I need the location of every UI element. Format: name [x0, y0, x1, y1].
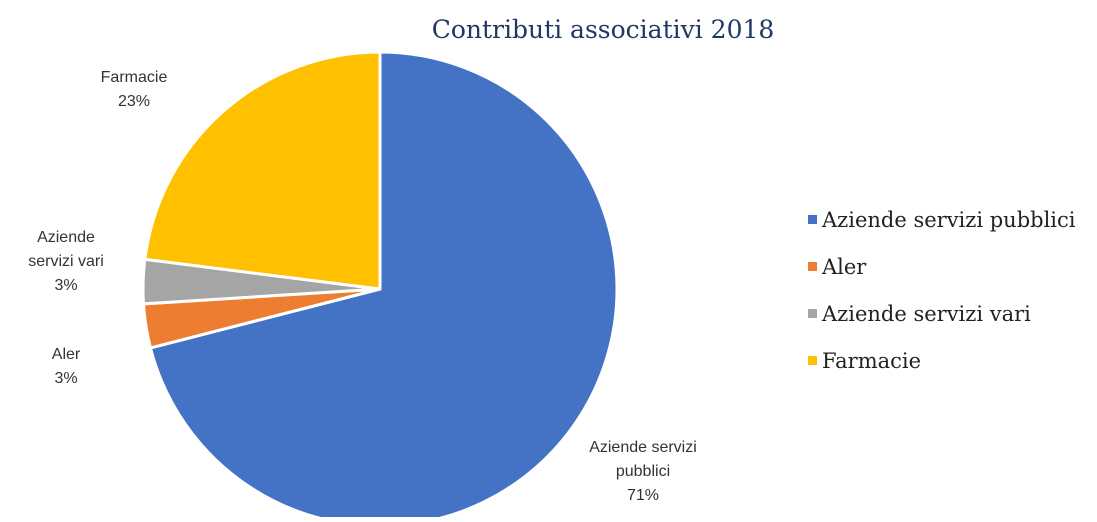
data-label-line: 3% — [54, 277, 77, 294]
data-label-line: Aziende — [37, 229, 95, 246]
legend-label: Aziende servizi pubblici — [821, 208, 1076, 232]
legend-label: Farmacie — [822, 349, 921, 373]
data-label-line: Aziende servizi — [589, 439, 697, 456]
chart-title: Contributi associativi 2018 — [432, 15, 775, 44]
pie-slice-aziende-servizi-pubblici — [148, 50, 619, 522]
data-label-farmacie: Farmacie 23% — [101, 69, 168, 110]
pie-slices — [141, 50, 619, 522]
data-label-line: 3% — [54, 370, 77, 387]
data-label-line: Farmacie — [101, 69, 168, 86]
pie-slice-farmacie — [143, 50, 382, 291]
data-label-aler: Aler 3% — [52, 346, 81, 387]
legend: Aziende servizi pubblici Aler Aziende serv… — [808, 208, 1076, 373]
legend-entry-aziende-servizi-pubblici: Aziende servizi pubblici — [808, 208, 1076, 232]
data-labels: Aziende servizi pubblici 71% Aler 3% Aziende s… — [28, 69, 697, 504]
data-label-line: 71% — [627, 487, 659, 504]
data-label-aziende-servizi-vari: Aziende servizi vari 3% — [28, 229, 104, 294]
legend-entry-aler: Aler — [808, 255, 867, 279]
data-label-line: pubblici — [616, 463, 670, 480]
data-label-line: 23% — [118, 93, 150, 110]
data-label-aziende-servizi-pubblici: Aziende servizi pubblici 71% — [589, 439, 697, 504]
legend-swatch — [808, 309, 817, 318]
data-label-line: Aler — [52, 346, 81, 363]
legend-swatch — [808, 215, 817, 224]
data-label-line: servizi vari — [28, 253, 104, 270]
legend-swatch — [808, 262, 817, 271]
legend-swatch — [808, 356, 817, 365]
legend-label: Aler — [821, 255, 867, 279]
legend-entry-farmacie: Farmacie — [808, 349, 921, 373]
legend-entry-aziende-servizi-vari: Aziende servizi vari — [808, 302, 1031, 326]
legend-label: Aziende servizi vari — [821, 302, 1031, 326]
